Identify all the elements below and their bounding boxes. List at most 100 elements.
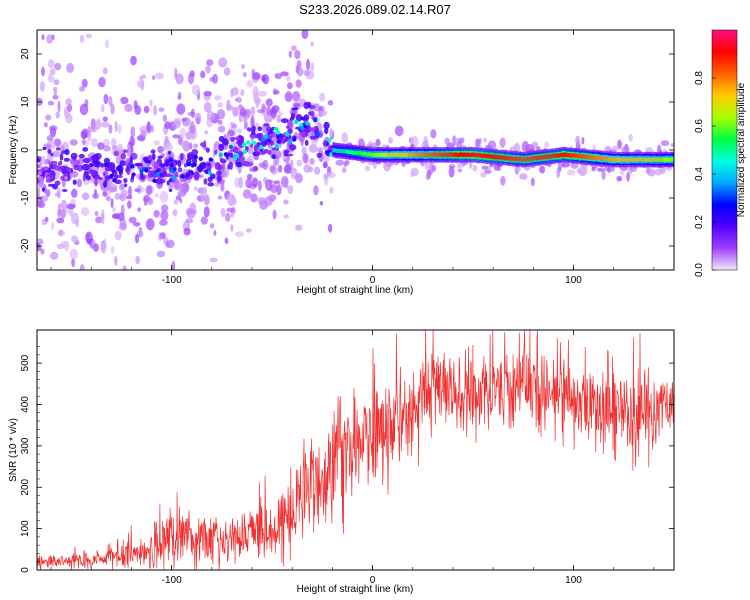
spectrogram-band-slice: [336, 148, 338, 153]
spectrogram-band-slice: [477, 153, 479, 158]
spectrogram-blob: [232, 146, 238, 151]
spectrogram-band-slice: [389, 152, 391, 158]
spectrogram-peak: [193, 154, 198, 160]
spectrogram-band-slice: [670, 157, 671, 162]
spectrogram-noise-blob: [319, 92, 326, 102]
spectrogram-band-slice: [671, 157, 672, 162]
spectrogram-blob: [107, 162, 116, 170]
spectrogram-noise-blob: [328, 223, 333, 233]
spectrogram-blob: [37, 157, 40, 163]
spectrogram-blob: [295, 114, 303, 122]
spectrogram-band-slice: [492, 154, 494, 159]
spectrogram-noise-blob: [127, 200, 132, 209]
spectrogram-band-slice: [493, 154, 495, 159]
spectrogram-band-slice: [526, 156, 528, 162]
spectrogram-noise-blob: [431, 164, 437, 172]
spectrogram-noise-blob: [238, 104, 243, 109]
spectrogram-noise-blob: [141, 74, 147, 79]
spectrogram-band-slice: [472, 152, 473, 157]
spectrogram-noise-blob: [134, 233, 140, 244]
spectrogram-blob: [216, 170, 222, 176]
spectrogram-band-slice: [358, 150, 360, 156]
spectrogram-noise-blob: [265, 179, 273, 191]
spectrogram-noise-blob: [41, 66, 45, 77]
spectrogram-band-slice: [386, 152, 388, 157]
spectrogram-blob: [323, 121, 330, 130]
spectrogram-band-slice: [607, 157, 609, 162]
spectrogram-noise-blob: [175, 73, 184, 85]
spectrogram-band-slice: [380, 152, 382, 157]
spectrogram-noise-blob: [460, 137, 465, 143]
spectrogram-noise-blob: [670, 142, 674, 147]
spectrogram-blob: [50, 170, 55, 176]
spectrogram-noise-blob: [234, 177, 240, 188]
spectrogram-noise-blob: [209, 223, 215, 229]
spectrogram-peak: [251, 140, 257, 145]
spectrogram-band-slice: [404, 152, 406, 157]
spectrogram-noise-blob: [225, 212, 231, 222]
spectrogram-band-slice: [631, 157, 633, 162]
spectrogram-band-slice: [471, 152, 472, 157]
spectrogram-noise-blob: [204, 130, 208, 135]
spectrogram-noise-blob: [172, 134, 180, 139]
spectrogram-noise-blob: [110, 245, 115, 254]
y-tick-label: 0: [20, 567, 31, 573]
colorbar: 0.0 0.2 0.4 0.6 0.8 Normalized spectral ampl…: [694, 29, 747, 277]
spectrogram-noise-blob: [154, 72, 164, 80]
spectrogram-blob: [191, 157, 198, 165]
spectrogram-blob: [249, 133, 258, 139]
y-tick-label: -10: [20, 190, 31, 205]
spectrogram-band-slice: [537, 156, 539, 161]
spectrogram-noise-blob: [173, 120, 181, 129]
spectrogram-noise-blob: [617, 139, 622, 150]
spectrogram-noise-blob: [135, 255, 141, 265]
spectrogram-noise-blob: [89, 124, 98, 133]
spectrogram-noise-blob: [90, 138, 98, 147]
spectrogram-band-slice: [531, 156, 533, 161]
spectrogram-band-slice: [410, 152, 412, 157]
spectrogram-band-slice: [342, 148, 344, 154]
spectrogram-blob: [291, 107, 299, 111]
spectrogram-blob: [185, 172, 190, 179]
spectrogram-blob: [255, 151, 261, 157]
spectrogram-noise-blob: [242, 189, 252, 199]
spectrogram-band-slice: [368, 152, 370, 157]
spectrogram-noise-blob: [287, 82, 293, 90]
spectrogram-noise-blob: [257, 197, 266, 205]
spectrogram-noise-blob: [110, 198, 114, 209]
spectrogram-noise-blob: [571, 162, 579, 169]
spectrogram-noise-blob: [214, 95, 222, 101]
spectrogram-noise-blob: [179, 128, 186, 139]
spectrogram-noise-blob: [114, 120, 118, 133]
spectrogram-blob: [81, 163, 90, 171]
spectrogram-band-slice: [626, 157, 628, 163]
spectrogram-band-slice: [370, 152, 372, 157]
spectrogram-noise-blob: [188, 124, 197, 134]
spectrogram-noise-blob: [130, 55, 137, 66]
spectrogram-noise-blob: [308, 166, 314, 173]
spectrogram-noise-blob: [329, 127, 334, 137]
spectrogram-noise-blob: [295, 65, 299, 74]
spectrogram-noise-blob: [174, 67, 178, 79]
spectrogram-noise-blob: [166, 239, 175, 249]
spectrogram-band-slice: [429, 152, 431, 157]
spectrogram-noise-blob: [230, 224, 234, 232]
spectrogram-band-slice: [359, 150, 361, 156]
spectrogram-noise-blob: [136, 80, 144, 88]
spectrogram-noise-blob: [607, 166, 612, 174]
bottom-panel: -100 0 100 0 100 200 300 400 500 Height of strai…: [8, 329, 675, 595]
spectrogram-noise-blob: [134, 105, 142, 115]
spectrogram-band-slice: [613, 157, 615, 162]
spectrogram-peak: [263, 134, 269, 139]
spectrogram-band-slice: [478, 153, 480, 158]
y-tick-label: 0: [20, 147, 31, 153]
spectrogram-blob: [157, 155, 163, 159]
spectrogram-noise-blob: [102, 145, 111, 152]
spectrogram-noise-blob: [283, 199, 289, 205]
spectrogram-band-slice: [577, 154, 579, 159]
spectrogram-blob: [78, 154, 85, 159]
spectrogram-noise-blob: [329, 186, 334, 194]
spectrogram-noise-blob: [104, 39, 110, 49]
spectrogram-band-slice: [529, 156, 531, 161]
